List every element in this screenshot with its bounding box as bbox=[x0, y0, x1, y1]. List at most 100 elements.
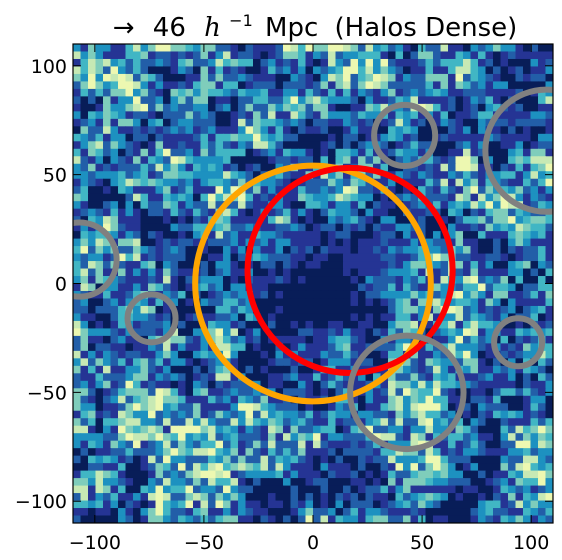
title-unit: Mpc bbox=[265, 13, 318, 43]
heatmap-cell bbox=[493, 88, 502, 97]
heatmap-cell bbox=[268, 276, 277, 285]
heatmap-cell bbox=[215, 223, 224, 232]
heatmap-cell bbox=[230, 508, 239, 517]
heatmap-cell bbox=[455, 111, 464, 120]
heatmap-cell bbox=[523, 508, 532, 517]
heatmap-cell bbox=[230, 186, 239, 195]
heatmap-cell bbox=[185, 470, 194, 479]
heatmap-cell bbox=[73, 261, 82, 270]
heatmap-cell bbox=[365, 88, 374, 97]
heatmap-cell bbox=[298, 81, 307, 90]
heatmap-cell bbox=[155, 88, 164, 97]
heatmap-cell bbox=[305, 261, 314, 270]
heatmap-cell bbox=[530, 118, 539, 127]
heatmap-cell bbox=[328, 328, 337, 337]
heatmap-cell bbox=[290, 276, 299, 285]
heatmap-cell bbox=[268, 261, 277, 270]
heatmap-cell bbox=[103, 320, 112, 329]
heatmap-cell bbox=[538, 425, 547, 434]
heatmap-cell bbox=[200, 216, 209, 225]
heatmap-cell bbox=[305, 433, 314, 442]
heatmap-cell bbox=[403, 186, 412, 195]
heatmap-cell bbox=[418, 410, 427, 419]
heatmap-cell bbox=[403, 201, 412, 210]
heatmap-cell bbox=[313, 96, 322, 105]
heatmap-cell bbox=[275, 231, 284, 240]
heatmap-cell bbox=[290, 171, 299, 180]
heatmap-cell bbox=[463, 463, 472, 472]
heatmap-cell bbox=[193, 313, 202, 322]
heatmap-cell bbox=[463, 328, 472, 337]
heatmap-cell bbox=[215, 478, 224, 487]
heatmap-cell bbox=[395, 246, 404, 255]
heatmap-cell bbox=[215, 470, 224, 479]
heatmap-cell bbox=[403, 51, 412, 60]
heatmap-cell bbox=[493, 380, 502, 389]
heatmap-cell bbox=[350, 156, 359, 165]
heatmap-cell bbox=[328, 111, 337, 120]
heatmap-cell bbox=[350, 133, 359, 142]
heatmap-cell bbox=[463, 358, 472, 367]
heatmap-cell bbox=[455, 208, 464, 217]
heatmap-cell bbox=[163, 163, 172, 172]
heatmap-cell bbox=[523, 440, 532, 449]
heatmap-cell bbox=[245, 388, 254, 397]
heatmap-cell bbox=[500, 403, 509, 412]
heatmap-cell bbox=[118, 141, 127, 150]
heatmap-cell bbox=[170, 51, 179, 60]
chart-title: → 46 h −1 Mpc (Halos Dense) bbox=[113, 3, 518, 43]
heatmap-cell bbox=[433, 178, 442, 187]
heatmap-cell bbox=[238, 410, 247, 419]
heatmap-cell bbox=[425, 470, 434, 479]
heatmap-cell bbox=[410, 51, 419, 60]
heatmap-cell bbox=[448, 343, 457, 352]
heatmap-cell bbox=[515, 103, 524, 112]
heatmap-cell bbox=[208, 193, 217, 202]
heatmap-cell bbox=[538, 395, 547, 404]
heatmap-cell bbox=[523, 395, 532, 404]
heatmap-cell bbox=[223, 126, 232, 135]
heatmap-cell bbox=[493, 223, 502, 232]
heatmap-cell bbox=[418, 133, 427, 142]
heatmap-cell bbox=[73, 208, 82, 217]
heatmap-cell bbox=[163, 350, 172, 359]
heatmap-cell bbox=[463, 305, 472, 315]
heatmap-cell bbox=[358, 111, 367, 120]
heatmap-cell bbox=[140, 463, 149, 472]
heatmap-cell bbox=[350, 88, 359, 97]
heatmap-cell bbox=[283, 455, 292, 464]
heatmap-cell bbox=[350, 253, 359, 262]
heatmap-cell bbox=[463, 388, 472, 397]
heatmap-cell bbox=[275, 290, 284, 300]
heatmap-cell bbox=[343, 66, 352, 75]
heatmap-cell bbox=[178, 126, 187, 135]
heatmap-cell bbox=[223, 463, 232, 472]
heatmap-cell bbox=[80, 298, 89, 307]
heatmap-cell bbox=[388, 51, 397, 60]
heatmap-cell bbox=[515, 73, 524, 83]
heatmap-cell bbox=[298, 335, 307, 344]
heatmap-cell bbox=[350, 178, 359, 187]
heatmap-cell bbox=[373, 73, 382, 83]
heatmap-cell bbox=[178, 335, 187, 344]
heatmap-cell bbox=[238, 425, 247, 434]
heatmap-cell bbox=[440, 440, 449, 449]
heatmap-cell bbox=[350, 418, 359, 427]
heatmap-cell bbox=[425, 44, 434, 53]
heatmap-cell bbox=[305, 305, 314, 315]
heatmap-cell bbox=[200, 478, 209, 487]
heatmap-cell bbox=[365, 268, 374, 277]
heatmap-cell bbox=[133, 515, 142, 523]
heatmap-cell bbox=[478, 358, 487, 367]
heatmap-cell bbox=[493, 515, 502, 523]
heatmap-cell bbox=[200, 81, 209, 90]
heatmap-cell bbox=[545, 313, 553, 322]
heatmap-cell bbox=[245, 126, 254, 135]
heatmap-cell bbox=[380, 433, 389, 442]
heatmap-cell bbox=[470, 455, 479, 464]
heatmap-cell bbox=[305, 148, 314, 157]
heatmap-cell bbox=[110, 283, 119, 292]
heatmap-cell bbox=[545, 485, 553, 494]
heatmap-cell bbox=[103, 178, 112, 187]
heatmap-cell bbox=[418, 493, 427, 502]
